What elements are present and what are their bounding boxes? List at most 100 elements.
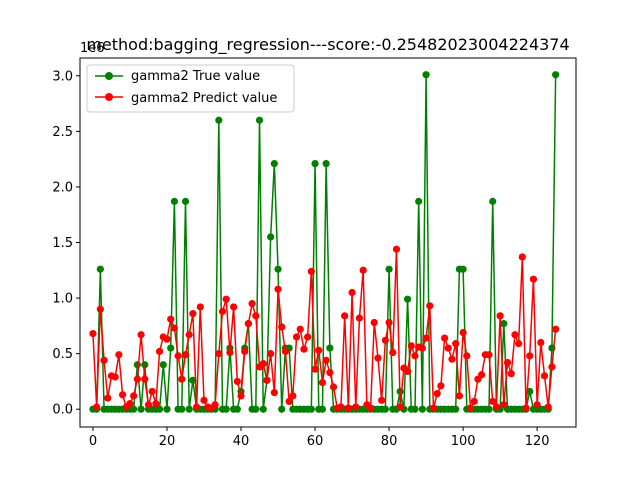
data-point-predict [344,404,352,412]
data-point-predict [485,351,493,359]
data-point-predict [507,370,515,378]
data-point-predict [126,400,134,408]
data-point-true [233,405,241,413]
data-point-true [178,405,186,413]
data-point-predict [407,342,415,350]
data-point-true [141,361,149,369]
data-point-predict [533,401,541,409]
data-point-true [96,265,104,273]
y-offset-text: 1e6 [80,41,105,56]
data-point-predict [226,348,234,357]
data-point-predict [374,354,382,362]
data-point-predict [185,331,193,339]
data-point-true [215,116,223,124]
data-point-true [326,344,334,352]
data-point-predict [181,351,190,359]
data-point-predict [111,373,119,381]
data-point-predict [148,387,156,396]
data-point-predict [192,403,201,411]
data-point-predict [241,347,249,356]
data-point-true [222,405,230,413]
data-point-predict [304,333,312,341]
data-point-predict [289,392,297,400]
data-point-predict [267,350,275,358]
data-point-true [381,405,389,413]
legend-marker-true [105,72,113,80]
data-point-predict [174,352,182,360]
y-tick-label: 1.5 [52,236,73,251]
data-point-predict [359,266,367,274]
data-point-true [418,405,426,413]
data-point-predict [470,397,478,406]
data-point-true [137,405,145,413]
data-point-predict [540,372,549,380]
chart-title: method:bagging_regression---score:-0.254… [86,35,569,55]
data-point-predict [440,334,449,342]
data-point-predict [526,352,534,360]
y-tick-label: 2.0 [52,180,73,195]
data-point-predict [104,394,112,402]
y-tick-label: 1.0 [52,292,73,307]
data-point-predict [381,336,389,344]
legend-label-predict: gamma2 Predict value [131,91,277,106]
data-point-predict [503,358,512,367]
data-point-predict [492,403,501,411]
data-point-predict [189,310,197,318]
data-point-predict [130,392,138,400]
data-point-predict [222,295,230,303]
data-point-true [489,197,497,205]
data-point-true [163,405,171,413]
data-point-predict [248,300,256,308]
data-point-true [311,159,319,168]
data-point-predict [522,404,530,412]
data-point-predict [118,391,127,399]
data-point-predict [329,383,338,391]
x-tick-label: 40 [233,434,250,449]
data-point-predict [352,403,360,411]
data-point-predict [89,330,97,338]
data-point-predict [233,377,241,386]
data-point-predict [355,314,364,322]
x-tick-label: 80 [381,434,398,449]
data-point-true [552,71,560,79]
data-point-predict [311,365,319,373]
data-point-predict [444,344,452,352]
data-point-predict [337,403,345,411]
data-point-predict [270,388,278,397]
data-point-predict [518,253,526,261]
data-point-true [385,265,393,273]
data-point-predict [263,376,271,384]
data-point-true [411,405,419,413]
y-tick-label: 0.0 [52,403,73,418]
data-point-predict [144,401,153,409]
data-point-predict [215,350,223,358]
legend-marker-predict [105,93,113,101]
data-point-predict [170,324,178,332]
x-tick-label: 120 [525,434,550,449]
data-point-predict [315,346,323,354]
data-point-true [403,295,412,303]
data-point-predict [230,303,238,311]
data-point-true [459,265,467,273]
legend: gamma2 True value gamma2 Predict value [86,64,295,113]
data-point-predict [100,356,108,364]
data-point-predict [326,368,334,377]
data-point-predict [307,267,315,275]
data-point-predict [463,352,471,360]
data-point-predict [452,340,460,348]
data-point-true [267,233,275,241]
data-point-predict [200,396,208,404]
data-point-true [259,405,267,413]
data-point-predict [370,318,378,327]
data-point-predict [322,356,330,364]
data-point-predict [141,375,149,383]
data-point-predict [252,312,260,320]
data-point-true [278,405,286,413]
data-point-true [155,405,164,413]
data-point-predict [196,303,204,311]
data-point-predict [133,375,141,383]
data-point-true [415,197,423,205]
data-point-true [500,320,508,328]
data-point-predict [259,360,267,368]
